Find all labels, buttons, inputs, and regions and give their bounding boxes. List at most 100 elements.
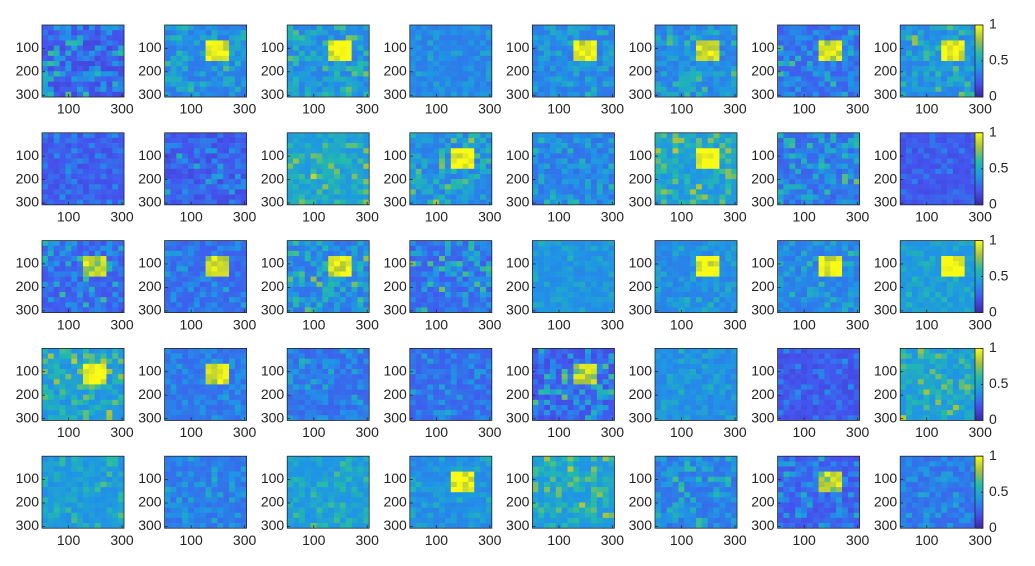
pixel	[819, 277, 825, 282]
pixel	[65, 271, 71, 276]
pixel	[322, 148, 328, 153]
pixel	[789, 138, 795, 143]
pixel	[562, 35, 568, 40]
pixel	[217, 195, 223, 200]
pixel	[678, 282, 684, 287]
pixel	[235, 82, 241, 87]
pixel	[661, 153, 667, 158]
pixel	[959, 246, 965, 251]
pixel	[532, 40, 538, 45]
pixel	[486, 66, 492, 71]
pixel	[410, 246, 416, 251]
pixel	[941, 277, 947, 282]
pixel	[661, 40, 667, 45]
pixel	[573, 138, 579, 143]
pixel	[316, 302, 322, 307]
pixel	[848, 82, 854, 87]
pixel	[690, 184, 696, 189]
pixel	[118, 30, 124, 35]
pixel	[48, 87, 54, 92]
pixel	[65, 251, 71, 256]
pixel	[112, 87, 118, 92]
pixel	[947, 138, 953, 143]
pixel	[206, 56, 212, 61]
pixel	[573, 30, 579, 35]
pixel	[597, 148, 603, 153]
pixel	[235, 277, 241, 282]
pixel	[340, 261, 346, 266]
pixel	[544, 174, 550, 179]
pixel	[182, 251, 188, 256]
pixel	[579, 297, 585, 302]
pixel	[725, 143, 731, 148]
pixel	[217, 153, 223, 158]
pixel	[445, 82, 451, 87]
pixel	[427, 66, 433, 71]
pixel	[299, 195, 305, 200]
pixel	[673, 143, 679, 148]
pixel	[316, 76, 322, 81]
pixel	[708, 266, 714, 271]
pixel	[929, 66, 935, 71]
pixel	[953, 164, 959, 169]
pixel	[293, 261, 299, 266]
pixel	[719, 287, 725, 292]
pixel	[357, 246, 363, 251]
pixel	[778, 148, 784, 153]
pixel	[60, 292, 66, 297]
pixel	[328, 133, 334, 138]
pixel	[89, 184, 95, 189]
pixel	[696, 66, 702, 71]
pixel	[918, 76, 924, 81]
pixel	[65, 30, 71, 35]
pixel	[352, 169, 358, 174]
pixel	[778, 277, 784, 282]
pixel	[299, 159, 305, 164]
pixel	[947, 76, 953, 81]
pixel	[953, 87, 959, 92]
pixel	[719, 92, 725, 97]
pixel	[655, 92, 661, 97]
pixel	[906, 82, 912, 87]
pixel	[71, 133, 77, 138]
pixel	[457, 246, 463, 251]
pixel	[661, 256, 667, 261]
pixel	[118, 261, 124, 266]
pixel	[725, 251, 731, 256]
pixel	[322, 282, 328, 287]
pixel	[924, 153, 930, 158]
pixel	[83, 76, 89, 81]
pixel	[451, 76, 457, 81]
pixel	[591, 302, 597, 307]
pixel	[410, 169, 416, 174]
pixel	[241, 82, 247, 87]
pixel	[603, 133, 609, 138]
pixel	[579, 138, 585, 143]
pixel	[953, 241, 959, 246]
pixel	[959, 292, 965, 297]
pixel	[842, 148, 848, 153]
pixel	[194, 164, 200, 169]
pixel	[935, 133, 941, 138]
pixel	[118, 56, 124, 61]
pixel	[352, 307, 358, 312]
pixel	[241, 282, 247, 287]
pixel	[906, 184, 912, 189]
pixel	[229, 153, 235, 158]
pixel	[538, 30, 544, 35]
pixel	[416, 246, 422, 251]
pixel	[842, 271, 848, 276]
pixel	[597, 66, 603, 71]
pixel	[568, 169, 574, 174]
image-panel	[655, 241, 737, 313]
pixel	[573, 71, 579, 76]
pixel	[340, 271, 346, 276]
pixel	[801, 82, 807, 87]
pixel	[112, 179, 118, 184]
pixel	[451, 61, 457, 66]
pixel	[457, 164, 463, 169]
pixel	[696, 82, 702, 87]
pixel	[328, 76, 334, 81]
pixel	[194, 159, 200, 164]
pixel	[719, 153, 725, 158]
